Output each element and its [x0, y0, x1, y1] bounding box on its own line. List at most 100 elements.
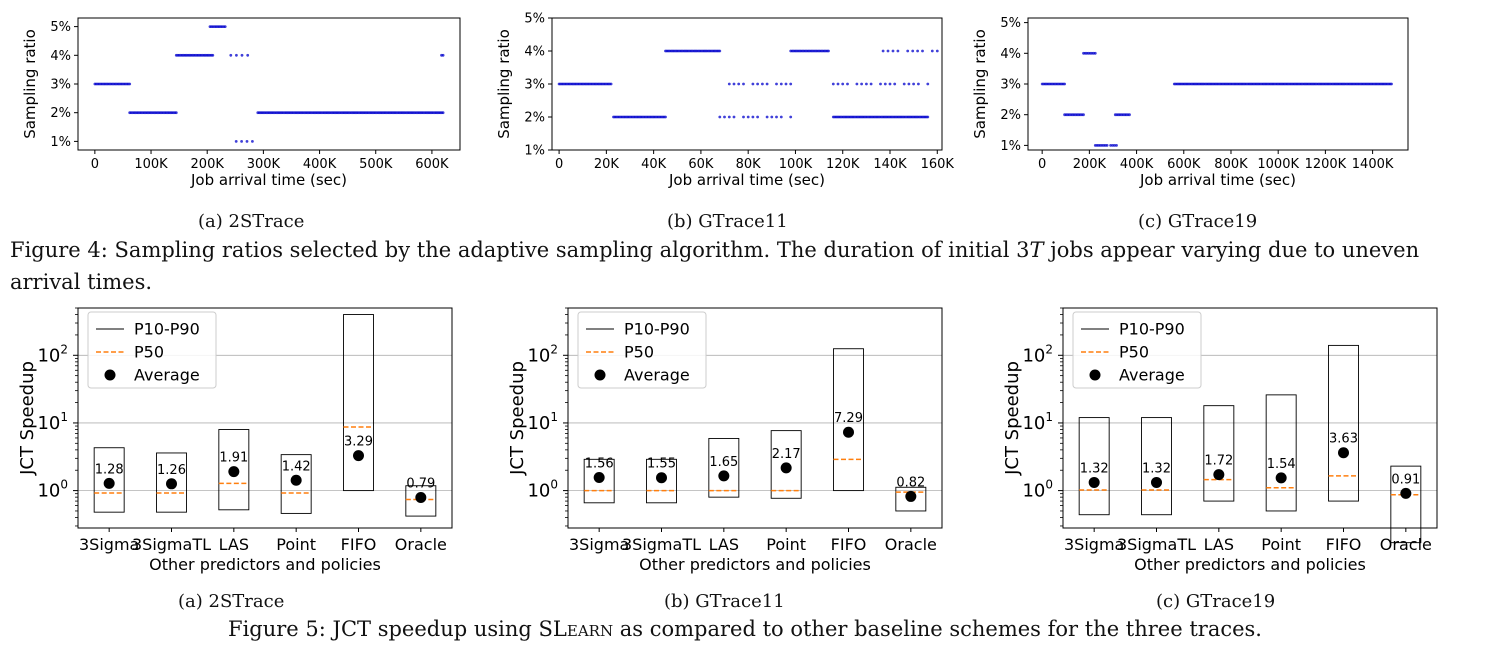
p10-p90-box: [646, 458, 677, 504]
x-tick-label: 300K: [247, 157, 281, 172]
y-axis-label: Sampling ratio: [971, 29, 989, 139]
y-tick-label: 2%: [50, 106, 71, 121]
average-marker: [656, 472, 667, 484]
plot-frame: [567, 307, 943, 529]
average-label: 1.32: [1142, 461, 1171, 476]
data-point: [1115, 143, 1118, 147]
p10-p90-box: [280, 454, 312, 514]
data-point: [1128, 113, 1131, 117]
legend-average-swatch: [104, 369, 116, 381]
data-point: [1113, 143, 1116, 147]
data-point: [883, 82, 887, 86]
legend-label: Average: [1119, 366, 1185, 385]
figure5c-box-chart: 100 101 102 3Sigma 3SigmaTL LAS Point FIFO Oracl…: [985, 300, 1455, 585]
p10-p90-box: [93, 447, 125, 513]
figure4a-scatter-chart: 0 100K 200K 300K 400K 500K 600K 1% 2% 3% 4% 5% Job a…: [0, 0, 470, 195]
x-tick-label: 80K: [736, 157, 762, 172]
data-point: [916, 49, 919, 53]
y-axis-label: JCT Speedup: [1002, 361, 1023, 476]
data-point: [441, 111, 445, 115]
data-point: [746, 115, 750, 119]
p10-p90-box: [218, 429, 250, 511]
data-point: [865, 82, 868, 86]
data-point: [742, 82, 745, 86]
y-tick-label: 3%: [524, 78, 545, 93]
p10-p90-box: [1141, 417, 1172, 516]
data-point: [1390, 82, 1393, 86]
legend-box: [87, 311, 217, 389]
y-tick-label: 100: [37, 478, 68, 502]
figure5a-box-chart: 100 101 102 3Sigma 3SigmaTL LAS Point FIFO Oracl…: [0, 300, 470, 585]
data-point: [881, 49, 885, 53]
data-point: [718, 49, 722, 53]
x-tick-label: 3Sigma: [1064, 535, 1124, 554]
x-tick-label: 3SigmaTL: [1117, 535, 1196, 554]
data-point: [935, 49, 939, 53]
x-tick-label: 0: [555, 157, 563, 172]
data-point: [784, 82, 788, 86]
data-point: [888, 82, 892, 86]
data-point: [727, 115, 731, 119]
figure5b-box-chart: 100 101 102 3Sigma 3SigmaTL LAS Point FIFO Oracl…: [490, 300, 960, 585]
data-point: [251, 139, 254, 143]
x-axis-label: Other predictors and policies: [639, 555, 871, 574]
data-point: [930, 49, 934, 53]
data-point: [911, 49, 915, 53]
p10-p90-box: [895, 486, 927, 512]
x-tick-label: 0: [1038, 157, 1046, 172]
data-point: [921, 49, 924, 53]
legend-box: [577, 311, 707, 389]
x-tick-label: Point: [766, 535, 806, 554]
x-axis-label: Job arrival time (sec): [668, 171, 825, 189]
y-tick-label: 102: [527, 342, 558, 366]
average-label: 1.54: [1267, 457, 1296, 472]
legend-label: Average: [624, 366, 690, 385]
y-tick-label: 101: [527, 410, 558, 434]
y-tick-label: 1%: [524, 144, 545, 159]
data-point: [211, 53, 215, 57]
average-marker: [228, 466, 240, 478]
x-tick-label: 20K: [594, 157, 620, 172]
plot-frame: [77, 17, 461, 151]
p10-p90-box: [1203, 405, 1235, 502]
data-point: [775, 82, 778, 86]
x-tick-label: 3Sigma: [569, 535, 629, 554]
legend-label: P10-P90: [1119, 320, 1185, 339]
data-point: [441, 53, 445, 57]
x-tick-label: 500K: [359, 157, 393, 172]
p10-p90-box: [1078, 417, 1110, 516]
average-label: 1.55: [647, 457, 676, 472]
data-point: [756, 115, 759, 119]
average-label: 0.91: [1391, 472, 1420, 487]
x-tick-label: 0: [91, 157, 99, 172]
data-point: [1109, 143, 1112, 147]
data-point: [879, 82, 882, 86]
y-tick-label: 5%: [524, 12, 545, 27]
y-tick-label: 4%: [524, 45, 545, 60]
x-tick-label: 600K: [1167, 157, 1201, 172]
x-tick-label: Oracle: [885, 535, 937, 554]
x-tick-label: 3Sigma: [79, 535, 139, 554]
average-marker: [290, 474, 302, 486]
data-point: [751, 82, 755, 86]
figure5-caption-label: Figure 5:: [228, 617, 326, 641]
data-point: [727, 82, 731, 86]
data-point: [906, 49, 910, 53]
y-tick-label: 2%: [1000, 108, 1021, 123]
data-point: [926, 82, 930, 86]
figure5c-subcaption: (c) GTrace19: [1156, 591, 1276, 612]
figure4-caption-var: T: [1029, 238, 1044, 262]
legend-label: P50: [134, 343, 164, 362]
x-tick-label: Point: [1261, 535, 1301, 554]
y-tick-label: 4%: [1000, 47, 1021, 62]
y-axis-label: Sampling ratio: [21, 29, 39, 139]
x-tick-label: 600K: [415, 157, 449, 172]
p10-p90-box: [770, 430, 802, 499]
data-point: [751, 115, 755, 119]
data-point: [896, 49, 900, 53]
data-point: [765, 115, 769, 119]
average-marker: [1088, 476, 1100, 488]
legend-label: Average: [134, 366, 200, 385]
data-point: [827, 49, 830, 53]
data-point: [234, 139, 238, 143]
